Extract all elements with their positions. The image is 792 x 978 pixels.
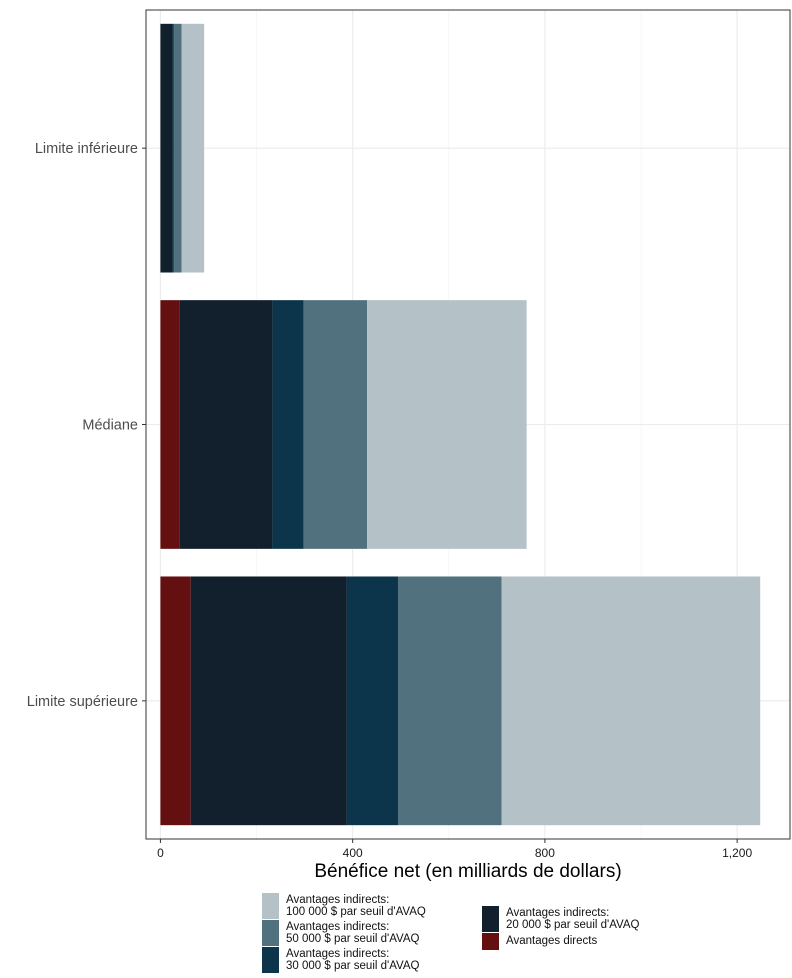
legend-key bbox=[262, 947, 279, 973]
bar-segment bbox=[172, 23, 174, 273]
bar-segment bbox=[272, 300, 304, 549]
legend-label: Avantages directs bbox=[506, 935, 598, 948]
bar-segment bbox=[190, 576, 347, 826]
bar-segment bbox=[398, 576, 502, 826]
legend-label: Avantages indirects: 30 000 $ par seuil … bbox=[286, 947, 420, 973]
legend-item: Avantages indirects: 30 000 $ par seuil … bbox=[262, 947, 419, 973]
y-tick-label: Limite inférieure bbox=[35, 141, 138, 157]
bar-segment bbox=[501, 576, 761, 826]
bar-segment bbox=[160, 300, 180, 549]
legend: Avantages indirects: 100 000 $ par seuil… bbox=[262, 893, 702, 973]
legend-key bbox=[262, 893, 279, 919]
x-tick-label: 1,200 bbox=[722, 846, 752, 860]
x-tick-label: 400 bbox=[343, 846, 363, 860]
legend-item: Avantages indirects: 100 000 $ par seuil… bbox=[262, 893, 426, 919]
bar-segment bbox=[160, 23, 173, 273]
bars bbox=[160, 23, 761, 826]
legend-label: Avantages indirects: 20 000 $ par seuil … bbox=[506, 906, 640, 932]
legend-item: Avantages indirects: 20 000 $ par seuil … bbox=[482, 906, 639, 932]
bar-segment bbox=[346, 576, 399, 826]
legend-item: Avantages directs bbox=[482, 933, 597, 950]
bar-segment bbox=[367, 300, 527, 549]
x-tick-label: 800 bbox=[535, 846, 555, 860]
legend-key bbox=[482, 933, 499, 950]
y-tick-label: Médiane bbox=[82, 418, 138, 434]
y-axis: Limite inférieure Médiane Limite supérieur… bbox=[27, 141, 146, 710]
y-tick-label: Limite supérieure bbox=[27, 694, 138, 710]
bar-segment bbox=[173, 23, 182, 273]
legend-label: Avantages indirects: 100 000 $ par seuil… bbox=[286, 893, 426, 919]
x-tick-label: 0 bbox=[157, 846, 164, 860]
x-axis-label: Bénéfice net (en milliards de dollars) bbox=[314, 861, 621, 882]
bar-segment bbox=[179, 300, 273, 549]
x-axis: 0 400 800 1,200 bbox=[157, 839, 752, 860]
bar-segment bbox=[181, 23, 205, 273]
legend-label: Avantages indirects: 50 000 $ par seuil … bbox=[286, 920, 420, 946]
legend-item: Avantages indirects: 50 000 $ par seuil … bbox=[262, 920, 419, 946]
legend-key bbox=[262, 920, 279, 946]
bar-segment bbox=[160, 576, 191, 826]
bar-segment bbox=[303, 300, 368, 549]
legend-key bbox=[482, 906, 499, 932]
